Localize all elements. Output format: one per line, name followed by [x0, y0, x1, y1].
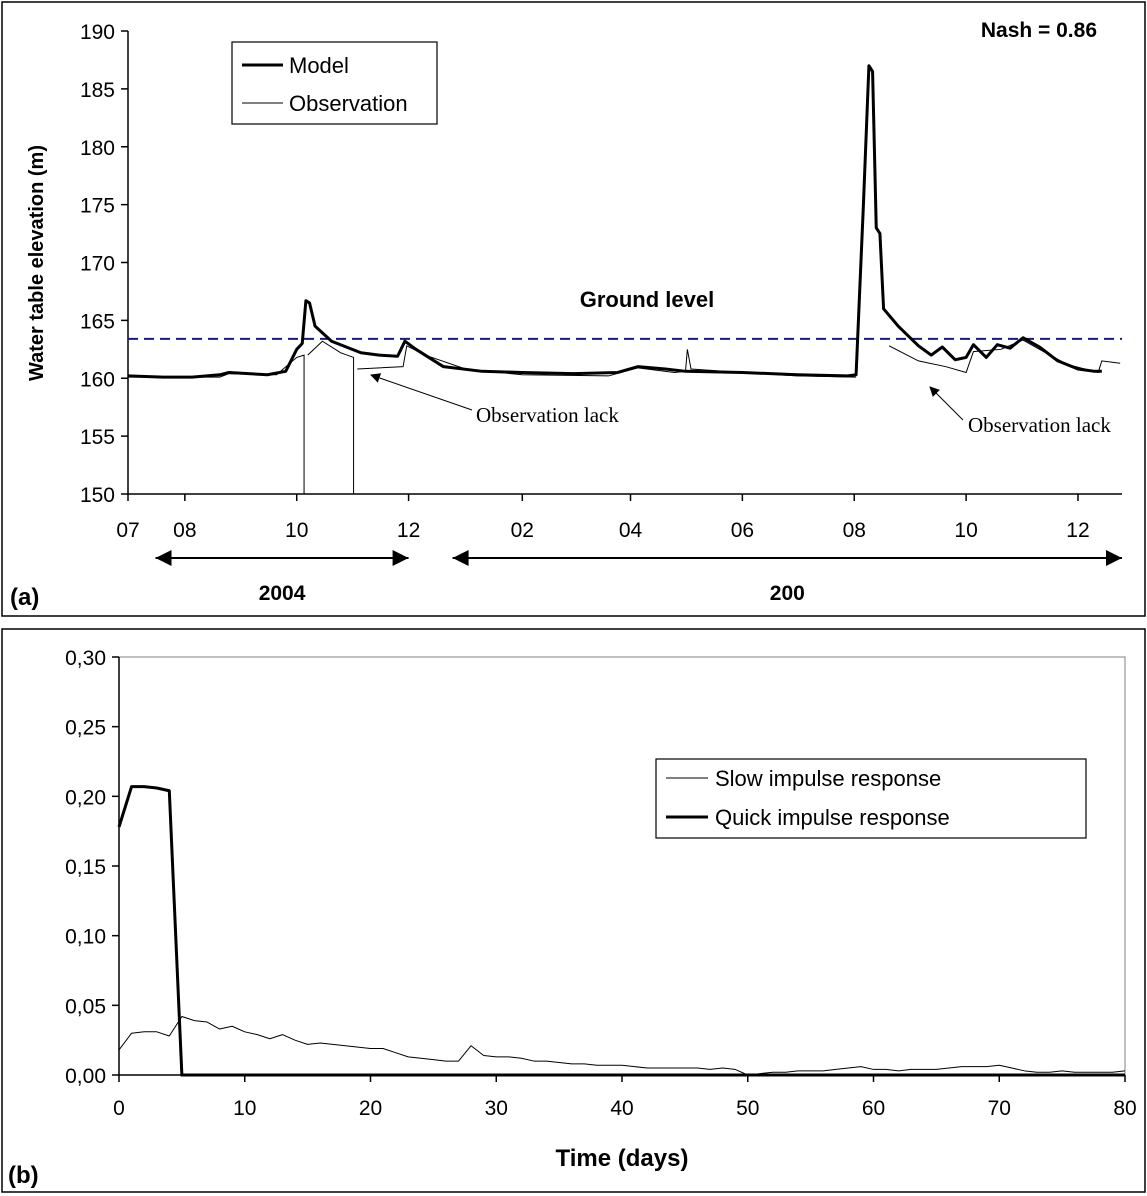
panel-a-frame [1, 1, 1146, 617]
panel-b-x-tick-label: 20 [359, 1097, 382, 1120]
panel-a-legend: Model Observation [231, 41, 438, 125]
legend-observation-label: Observation [289, 91, 408, 116]
panel-a-y-tick-label: 190 [80, 21, 115, 44]
observation-lack-arrow-1 [370, 373, 473, 411]
panel-b-x-tick-label: 10 [233, 1097, 256, 1120]
series-observation-line [888, 339, 1121, 374]
panel-a-x-tick-label: 08 [843, 519, 866, 542]
panel-b-y-tick-label: 0,25 [65, 717, 106, 740]
panel-b-x-tick-label: 50 [736, 1097, 759, 1120]
ground-level-label: Ground level [580, 287, 714, 312]
legend-model-label: Model [289, 53, 349, 78]
series-observation-line [307, 340, 355, 494]
panel-b-y-tick-label: 0,30 [65, 647, 106, 670]
panel-b-x-label: Time (days) [556, 1145, 689, 1172]
year-span-arrowhead-right [1106, 550, 1122, 566]
observation-lack-label-2: Observation lack [968, 413, 1111, 437]
panel-a-legend-box [231, 41, 438, 125]
series-quick-line [117, 785, 1125, 1077]
panel-b-x-tick-label: 30 [485, 1097, 508, 1120]
panel-a-x-tick-label: 07 [116, 519, 139, 542]
panel-a-y-tick-label: 155 [80, 426, 115, 449]
series-observation-line [128, 354, 305, 494]
panel-a-y-tick-label: 165 [80, 310, 115, 333]
panel-b-y-tick-label: 0,10 [65, 926, 106, 949]
year-span-arrowhead-left [452, 550, 469, 566]
panel-a-y-tick-label: 150 [80, 484, 115, 507]
panel-a-x-tick-label: 04 [619, 519, 643, 542]
panel-b-x-tick-label: 60 [862, 1097, 885, 1120]
panel-b-legend: Slow impulse response Quick impulse resp… [655, 758, 1087, 839]
panel-a-x-tick-label: 10 [285, 519, 308, 542]
observation-lack-label-1: Observation lack [476, 403, 619, 427]
series-observation-line [357, 345, 857, 378]
legend-slow-label: Slow impulse response [715, 766, 941, 791]
panel-b-legend-box [655, 758, 1087, 839]
nash-label: Nash = 0.86 [981, 19, 1097, 42]
panel-a-y-tick-label: 160 [80, 368, 115, 391]
panel-a-y-tick-label: 170 [80, 253, 115, 276]
panel-a-x-tick-label: 12 [397, 519, 420, 542]
legend-quick-label: Quick impulse response [715, 805, 950, 830]
panel-a-x-tick-label: 10 [954, 519, 977, 542]
panel-b-x-tick-label: 70 [988, 1097, 1011, 1120]
panel-a-y-label: Water table elevation (m) [26, 145, 48, 381]
panel-a-x-tick-label: 12 [1066, 519, 1089, 542]
panel-b-y-tick-label: 0,05 [65, 995, 106, 1018]
year-span-arrowhead-right [392, 550, 409, 566]
panel-a-x-tick-label: 02 [511, 519, 534, 542]
year-label: 200 [770, 582, 805, 605]
series-slow-line [118, 1015, 1126, 1076]
panel-a-y-tick-label: 175 [80, 195, 115, 218]
panel-a-ticks: 150 155 160 165 170 175 180 185 190 07 08 10 12 02 04 0… [80, 21, 1090, 542]
panel-b-x-tick-label: 80 [1113, 1097, 1136, 1120]
panel-a-x-tick-label: 08 [173, 519, 196, 542]
panel-b-tag: (b) [8, 1162, 39, 1189]
panel-b-ticks: 0,00 0,05 0,10 0,15 0,20 0,25 0,30 0 10 20 30 40 50 6… [65, 647, 1137, 1120]
panel-b-frame [1, 628, 1146, 1193]
panel-b-y-tick-label: 0,20 [65, 786, 106, 809]
panel-b-x-tick-label: 40 [610, 1097, 633, 1120]
panel-b-x-tick-label: 0 [113, 1097, 125, 1120]
panel-a-tag: (a) [10, 584, 39, 611]
panel-b-plot-area [118, 656, 1126, 1076]
year-label: 2004 [259, 582, 306, 605]
panel-a-y-tick-label: 185 [80, 79, 115, 102]
panel-b-y-tick-label: 0,00 [65, 1065, 106, 1088]
panel-a-y-tick-label: 180 [80, 137, 115, 160]
panel-a-x-tick-label: 06 [731, 519, 754, 542]
observation-lack-arrow-2 [929, 386, 964, 421]
year-span-arrowhead-left [155, 550, 172, 566]
panel-b-y-tick-label: 0,15 [65, 856, 106, 879]
